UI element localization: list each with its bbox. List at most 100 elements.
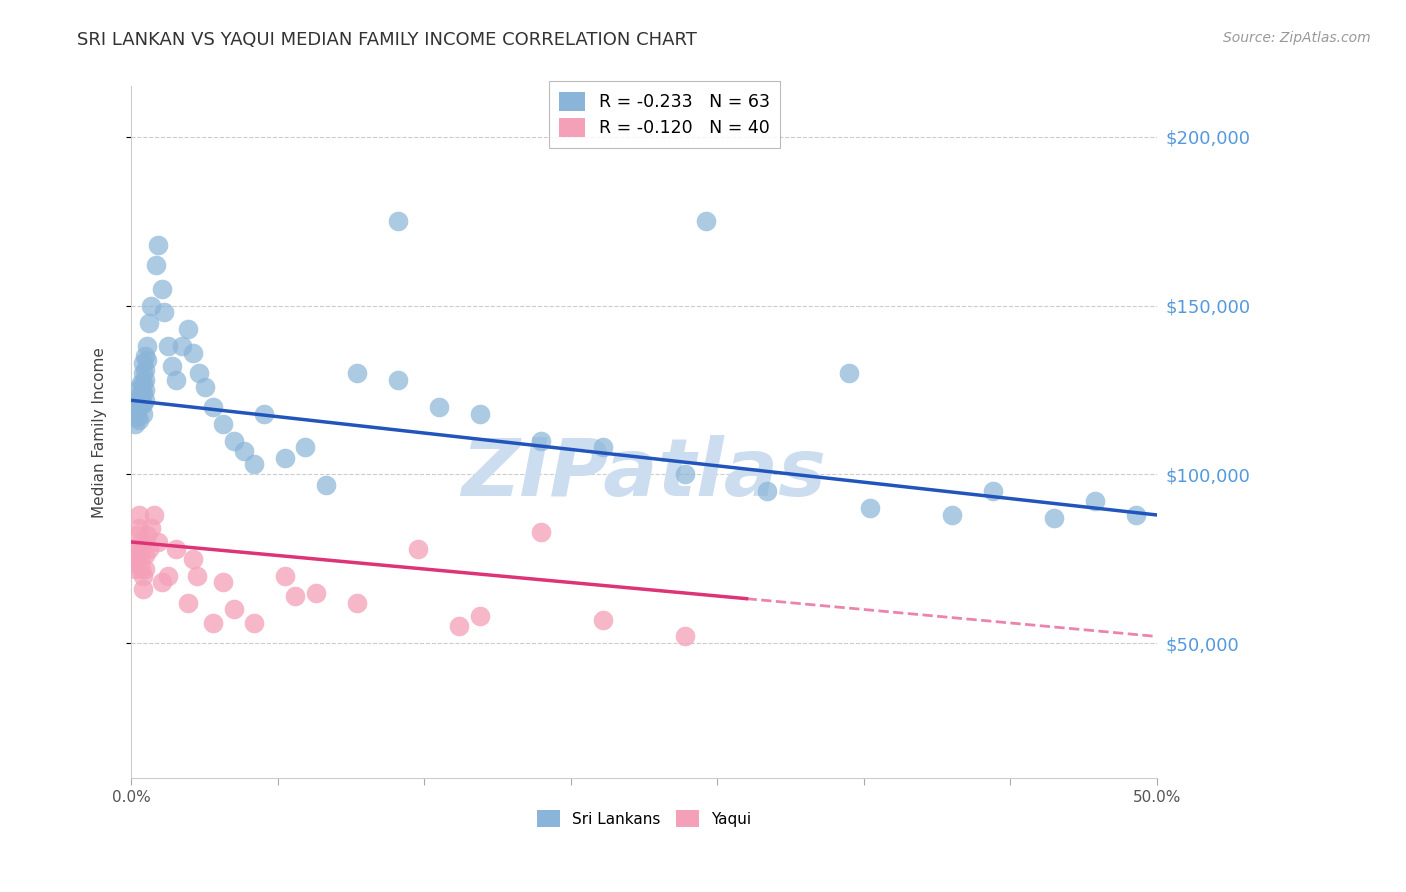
Point — [132, 407, 155, 421]
Point — [243, 458, 266, 472]
Point — [294, 441, 316, 455]
Point — [136, 339, 159, 353]
Point — [1043, 511, 1066, 525]
Point — [122, 552, 145, 566]
Point — [222, 602, 245, 616]
Point — [232, 443, 254, 458]
Point — [530, 434, 553, 448]
Point — [212, 417, 235, 431]
Point — [132, 386, 155, 401]
Point — [132, 568, 155, 582]
Point — [274, 568, 297, 582]
Point — [172, 339, 194, 353]
Point — [129, 535, 152, 549]
Point — [160, 359, 183, 374]
Point — [134, 363, 156, 377]
Point — [146, 238, 169, 252]
Point — [127, 400, 149, 414]
Point — [141, 521, 163, 535]
Point — [134, 350, 156, 364]
Point — [156, 339, 179, 353]
Point — [124, 562, 146, 576]
Point — [129, 549, 152, 563]
Point — [150, 575, 173, 590]
Point — [128, 390, 150, 404]
Point — [427, 400, 450, 414]
Point — [134, 549, 156, 563]
Point — [673, 630, 696, 644]
Point — [134, 383, 156, 397]
Point — [129, 376, 152, 391]
Point — [177, 322, 200, 336]
Point — [468, 609, 491, 624]
Point — [449, 619, 471, 633]
Point — [304, 585, 326, 599]
Point — [346, 596, 368, 610]
Text: SRI LANKAN VS YAQUI MEDIAN FAMILY INCOME CORRELATION CHART: SRI LANKAN VS YAQUI MEDIAN FAMILY INCOME… — [77, 31, 697, 49]
Point — [128, 508, 150, 522]
Point — [136, 352, 159, 367]
Point — [592, 613, 614, 627]
Point — [134, 373, 156, 387]
Point — [132, 366, 155, 380]
Point — [128, 413, 150, 427]
Point — [127, 410, 149, 425]
Point — [134, 393, 156, 408]
Point — [132, 396, 155, 410]
Point — [315, 477, 337, 491]
Point — [284, 589, 307, 603]
Point — [186, 568, 208, 582]
Point — [177, 596, 200, 610]
Point — [136, 528, 159, 542]
Point — [1084, 494, 1107, 508]
Point — [132, 356, 155, 370]
Point — [202, 615, 225, 630]
Point — [592, 441, 614, 455]
Point — [346, 366, 368, 380]
Legend: Sri Lankans, Yaqui: Sri Lankans, Yaqui — [531, 804, 756, 833]
Point — [141, 299, 163, 313]
Point — [127, 528, 149, 542]
Point — [124, 417, 146, 431]
Point — [194, 380, 217, 394]
Point — [387, 373, 409, 387]
Point — [941, 508, 963, 522]
Point — [138, 541, 160, 556]
Point — [132, 376, 155, 391]
Point — [530, 524, 553, 539]
Point — [152, 305, 174, 319]
Point — [165, 541, 187, 556]
Point — [128, 521, 150, 535]
Point — [202, 400, 225, 414]
Point — [981, 484, 1004, 499]
Point — [132, 582, 155, 597]
Point — [156, 568, 179, 582]
Point — [127, 383, 149, 397]
Point — [124, 541, 146, 556]
Point — [756, 484, 779, 499]
Point — [181, 552, 204, 566]
Point — [142, 508, 165, 522]
Point — [243, 615, 266, 630]
Point — [146, 535, 169, 549]
Point — [145, 258, 167, 272]
Point — [1125, 508, 1147, 522]
Point — [134, 562, 156, 576]
Point — [150, 282, 173, 296]
Point — [859, 501, 882, 516]
Point — [187, 366, 209, 380]
Point — [127, 555, 149, 569]
Point — [181, 346, 204, 360]
Point — [387, 214, 409, 228]
Point — [253, 407, 276, 421]
Point — [129, 386, 152, 401]
Point — [129, 562, 152, 576]
Text: Source: ZipAtlas.com: Source: ZipAtlas.com — [1223, 31, 1371, 45]
Point — [406, 541, 429, 556]
Point — [129, 396, 152, 410]
Point — [128, 400, 150, 414]
Point — [165, 373, 187, 387]
Point — [212, 575, 235, 590]
Point — [138, 316, 160, 330]
Point — [468, 407, 491, 421]
